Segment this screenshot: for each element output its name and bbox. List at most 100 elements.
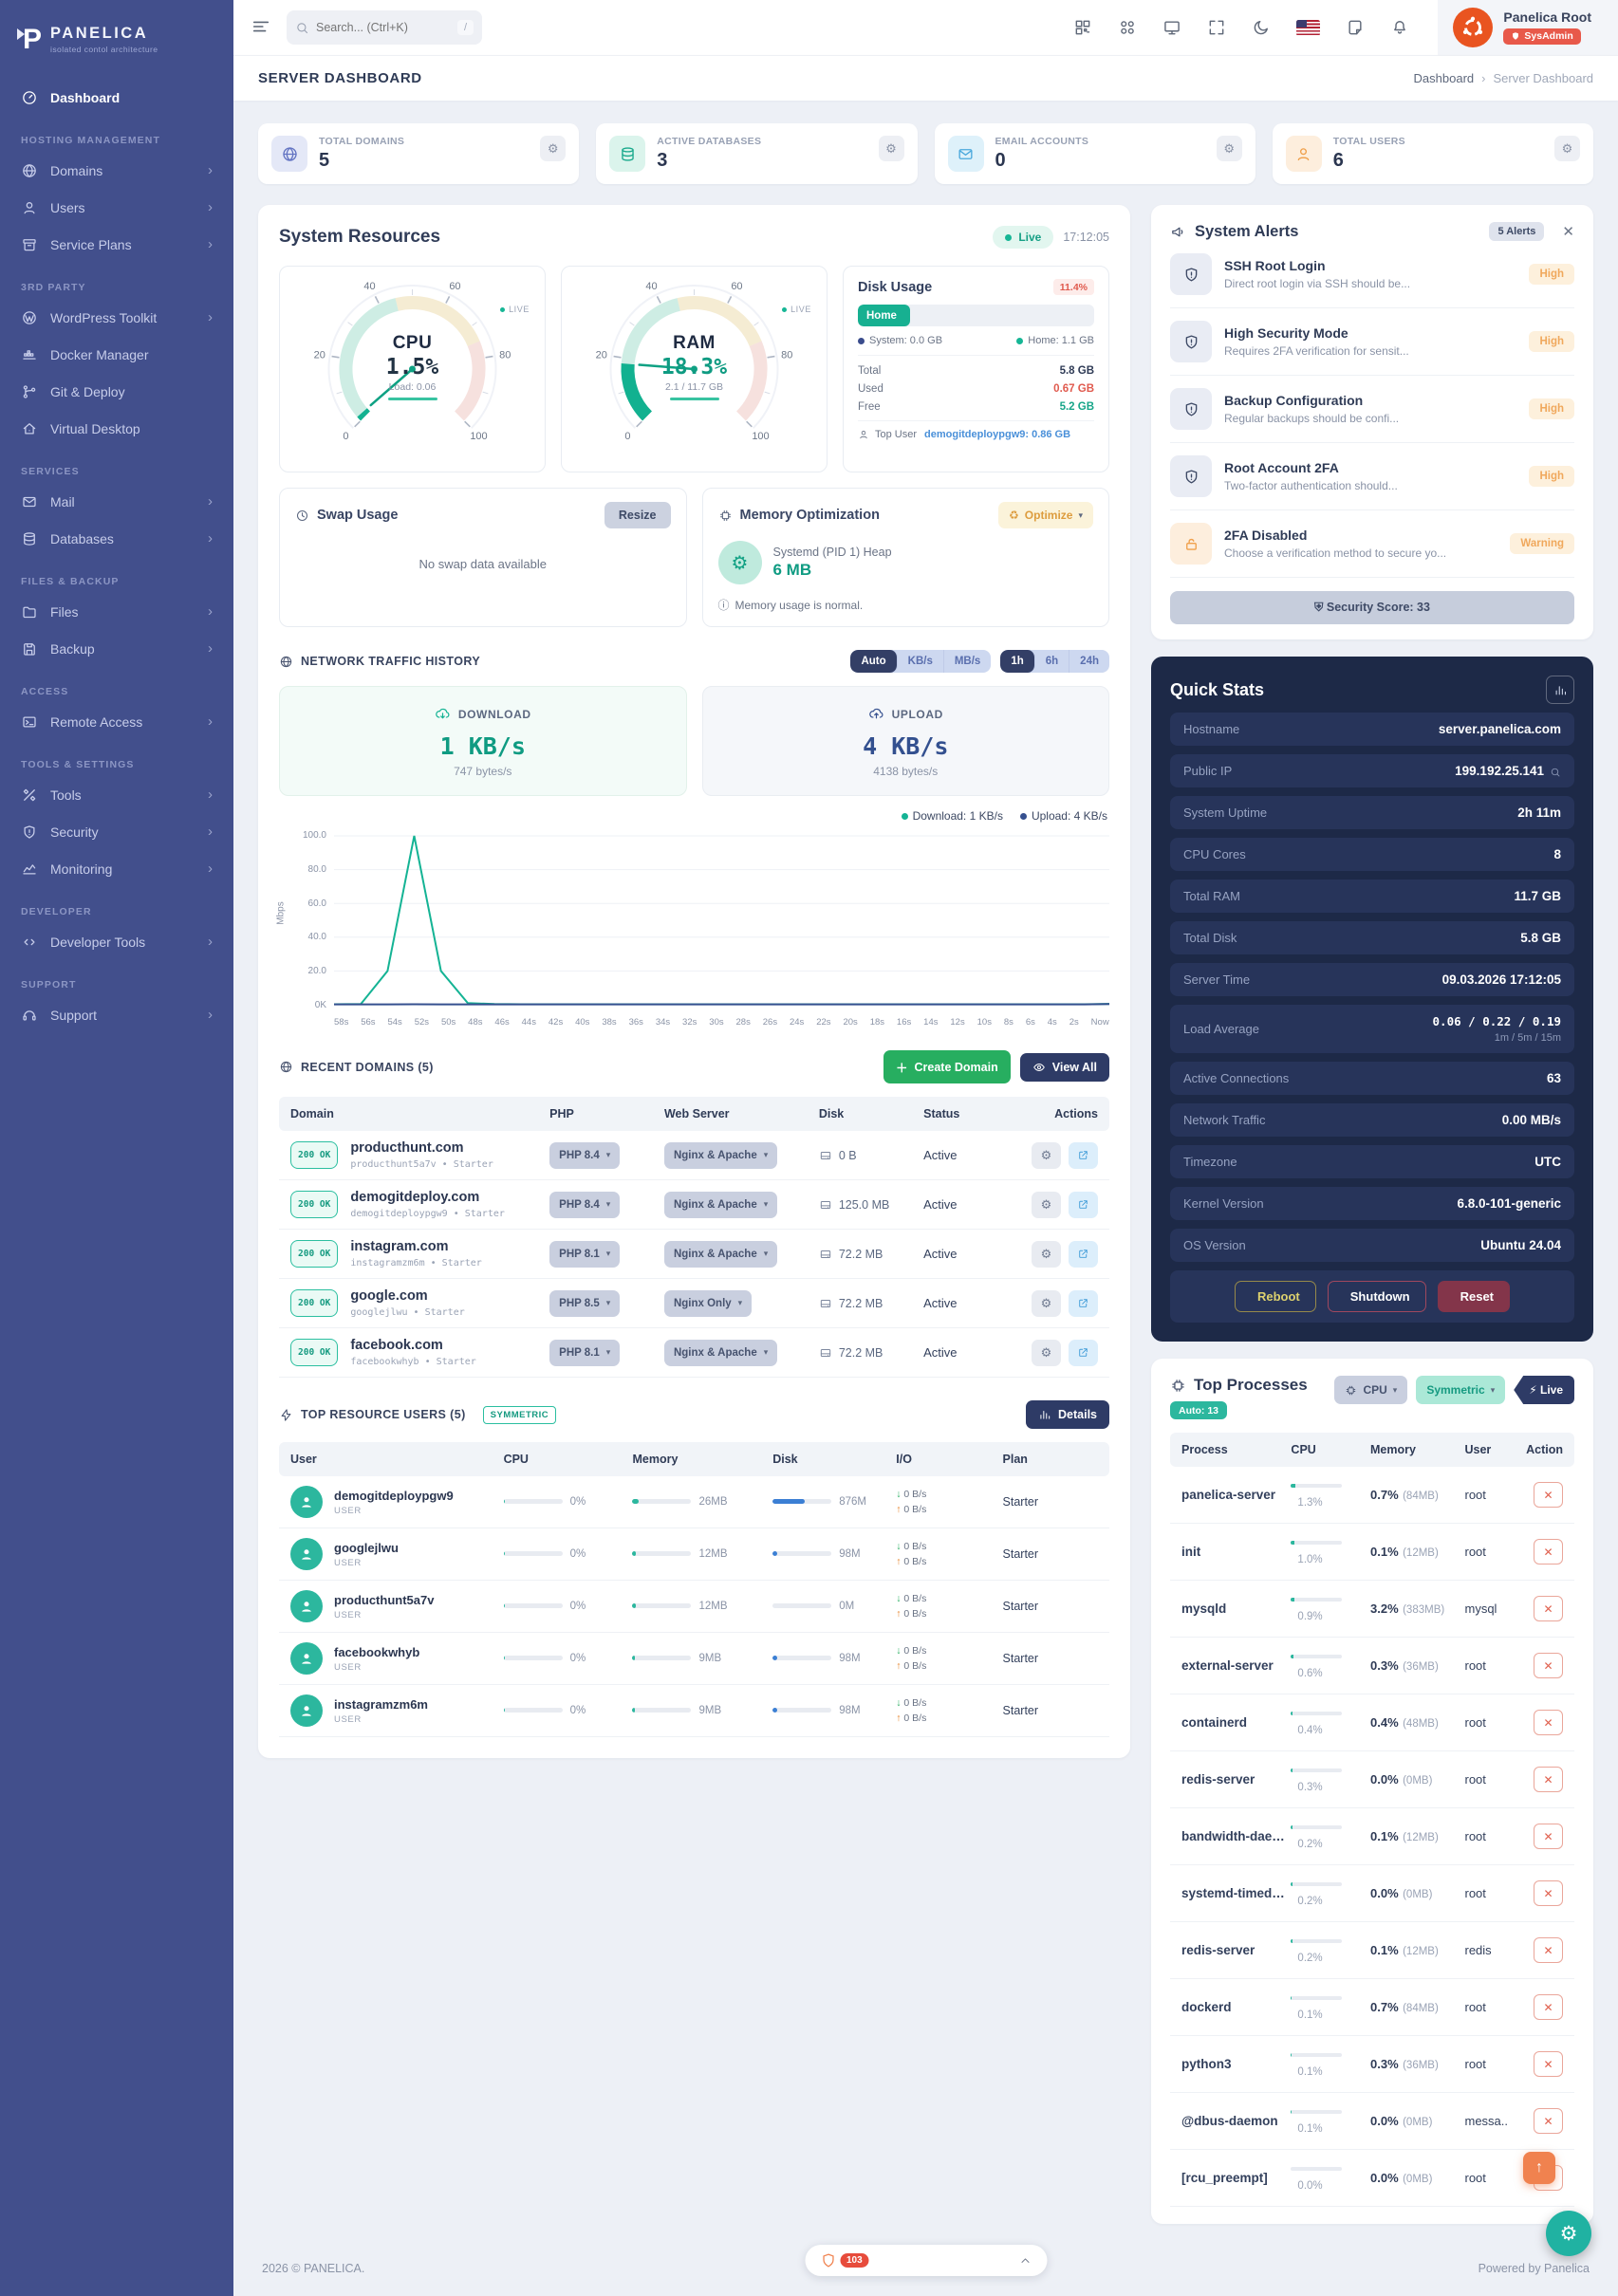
close-icon[interactable]: ✕ (1562, 224, 1574, 240)
kill-process-button[interactable]: ✕ (1533, 1482, 1563, 1508)
sidebar-item-remote-access[interactable]: Remote Access › (0, 703, 233, 740)
user-menu[interactable]: Panelica Root SysAdmin (1438, 0, 1618, 55)
alert-item[interactable]: Root Account 2FA Two-factor authenticati… (1170, 443, 1574, 510)
alert-item[interactable]: High Security Mode Requires 2FA verifica… (1170, 308, 1574, 376)
sidebar-item-files[interactable]: Files › (0, 593, 233, 630)
alert-description: Requires 2FA verification for sensit... (1224, 344, 1409, 358)
heap-value: 6 MB (772, 561, 812, 579)
web-server-select[interactable]: Nginx & Apache ▾ (663, 1339, 778, 1366)
process-user: root (1464, 2000, 1486, 2014)
kill-process-button[interactable]: ✕ (1533, 1824, 1563, 1849)
stat-card-settings-button[interactable]: ⚙ (1554, 136, 1580, 161)
domain-settings-button[interactable]: ⚙ (1031, 1141, 1061, 1169)
sidebar-item-support[interactable]: Support › (0, 996, 233, 1033)
unit-toggle-button[interactable]: KB/s (898, 650, 944, 673)
view-all-button[interactable]: View All (1019, 1052, 1109, 1082)
domain-open-button[interactable] (1068, 1339, 1098, 1366)
sidebar-item-service-plans[interactable]: Service Plans › (0, 226, 233, 263)
search-input[interactable] (316, 21, 451, 34)
sidebar-item-virtual-desktop[interactable]: Virtual Desktop (0, 410, 233, 447)
sidebar-item-backup[interactable]: Backup › (0, 630, 233, 667)
kill-process-button[interactable]: ✕ (1533, 1653, 1563, 1678)
stats-chart-button[interactable] (1546, 676, 1574, 704)
stat-card: TOTAL DOMAINS 5 ⚙ (258, 123, 580, 184)
sidebar-item-docker[interactable]: Docker Manager (0, 336, 233, 373)
breadcrumb-home[interactable]: Dashboard (1413, 71, 1475, 85)
sidebar-item-tools[interactable]: Tools › (0, 776, 233, 813)
php-version-select[interactable]: PHP 8.1 ▾ (549, 1339, 621, 1366)
web-server-select[interactable]: Nginx & Apache ▾ (663, 1240, 778, 1268)
kill-process-button[interactable]: ✕ (1533, 1994, 1563, 2020)
stat-card-settings-button[interactable]: ⚙ (878, 136, 904, 161)
domain-open-button[interactable] (1068, 1240, 1098, 1268)
sidebar-item-monitoring[interactable]: Monitoring › (0, 850, 233, 887)
sidebar-item-developer-tools[interactable]: Developer Tools › (0, 923, 233, 960)
unit-toggle-button[interactable]: MB/s (944, 650, 991, 673)
sort-by-dropdown[interactable]: CPU ▾ (1334, 1376, 1408, 1404)
php-version-select[interactable]: PHP 8.1 ▾ (549, 1240, 621, 1268)
qr-code-button[interactable] (1073, 18, 1092, 37)
apps-grid-button[interactable] (1118, 18, 1137, 37)
kill-process-button[interactable]: ✕ (1533, 2051, 1563, 2077)
sidebar-item-domains[interactable]: Domains › (0, 152, 233, 189)
reset-button[interactable]: Reset (1437, 1281, 1511, 1312)
menu-toggle-button[interactable] (251, 16, 271, 40)
kill-process-button[interactable]: ✕ (1533, 1880, 1563, 1906)
web-server-select[interactable]: Nginx & Apache ▾ (663, 1141, 778, 1169)
domain-settings-button[interactable]: ⚙ (1031, 1339, 1061, 1366)
domain-settings-button[interactable]: ⚙ (1031, 1240, 1061, 1268)
dark-mode-button[interactable] (1252, 18, 1271, 37)
swap-resize-button[interactable]: Resize (604, 502, 671, 528)
language-button[interactable] (1296, 19, 1321, 36)
range-toggle-button[interactable]: 1h (1000, 650, 1035, 673)
kill-process-button[interactable]: ✕ (1533, 1539, 1563, 1565)
kill-process-button[interactable]: ✕ (1533, 1937, 1563, 1963)
scroll-top-button[interactable]: ↑ (1523, 2152, 1555, 2184)
web-server-select[interactable]: Nginx Only ▾ (663, 1289, 753, 1317)
domain-open-button[interactable] (1068, 1141, 1098, 1169)
notes-button[interactable] (1346, 18, 1365, 37)
sidebar-item-mail[interactable]: Mail › (0, 483, 233, 520)
alert-item[interactable]: Backup Configuration Regular backups sho… (1170, 376, 1574, 443)
kill-process-button[interactable]: ✕ (1533, 1596, 1563, 1621)
range-toggle-button[interactable]: 6h (1035, 650, 1070, 673)
domain-open-button[interactable] (1068, 1289, 1098, 1317)
process-cpu-bar (1291, 1996, 1343, 2001)
reboot-button[interactable]: Reboot (1234, 1281, 1316, 1312)
php-version-select[interactable]: PHP 8.5 ▾ (549, 1289, 621, 1317)
domain-settings-button[interactable]: ⚙ (1031, 1191, 1061, 1218)
sidebar-item-security[interactable]: Security › (0, 813, 233, 850)
unit-toggle-button[interactable]: Auto (850, 650, 898, 673)
kill-process-button[interactable]: ✕ (1533, 1710, 1563, 1735)
alert-item[interactable]: 2FA Disabled Choose a verification metho… (1170, 510, 1574, 578)
top-user-link[interactable]: demogitdeploypgw9: 0.86 GB (924, 429, 1071, 440)
php-version-select[interactable]: PHP 8.4 ▾ (549, 1191, 621, 1218)
search-icon[interactable] (1550, 767, 1561, 778)
range-toggle-button[interactable]: 24h (1069, 650, 1109, 673)
mode-dropdown[interactable]: Symmetric ▾ (1416, 1376, 1506, 1404)
details-button[interactable]: Details (1026, 1400, 1109, 1429)
notifications-button[interactable] (1390, 18, 1409, 37)
stat-card-settings-button[interactable]: ⚙ (540, 136, 567, 161)
web-server-select[interactable]: Nginx & Apache ▾ (663, 1191, 778, 1218)
domain-settings-button[interactable]: ⚙ (1031, 1289, 1061, 1317)
alert-item[interactable]: SSH Root Login Direct root login via SSH… (1170, 241, 1574, 308)
sidebar-item-databases[interactable]: Databases › (0, 520, 233, 557)
display-button[interactable] (1162, 18, 1181, 37)
sidebar-item-dashboard[interactable]: Dashboard (0, 79, 233, 116)
stat-card-settings-button[interactable]: ⚙ (1216, 136, 1242, 161)
sidebar-item-wordpress[interactable]: WordPress Toolkit › (0, 299, 233, 336)
shutdown-button[interactable]: Shutdown (1327, 1281, 1426, 1312)
sidebar-item-users[interactable]: Users › (0, 189, 233, 226)
kill-process-button[interactable]: ✕ (1533, 2108, 1563, 2134)
security-status-pill[interactable]: 103 (805, 2245, 1047, 2276)
settings-fab-button[interactable]: ⚙ (1546, 2211, 1591, 2256)
domain-open-button[interactable] (1068, 1191, 1098, 1218)
fullscreen-button[interactable] (1207, 18, 1226, 37)
sidebar-item-git-deploy[interactable]: Git & Deploy (0, 373, 233, 410)
kill-process-button[interactable]: ✕ (1533, 1767, 1563, 1792)
search-box[interactable]: / (287, 10, 482, 45)
php-version-select[interactable]: PHP 8.4 ▾ (549, 1141, 621, 1169)
create-domain-button[interactable]: ＋ Create Domain (883, 1050, 1011, 1083)
optimize-button[interactable]: ♻ Optimize ▾ (998, 502, 1093, 528)
